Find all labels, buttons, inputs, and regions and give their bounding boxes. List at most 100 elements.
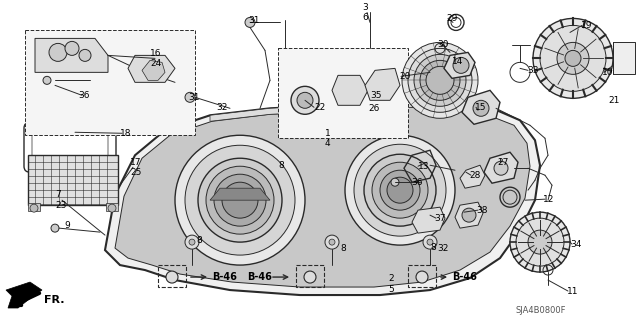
Text: 31: 31 bbox=[188, 93, 200, 102]
Circle shape bbox=[391, 178, 399, 186]
Circle shape bbox=[510, 212, 570, 272]
Circle shape bbox=[297, 92, 313, 108]
Circle shape bbox=[416, 271, 428, 283]
Polygon shape bbox=[128, 56, 175, 82]
Circle shape bbox=[372, 162, 428, 218]
Text: 19: 19 bbox=[581, 21, 593, 30]
Circle shape bbox=[185, 92, 195, 102]
Circle shape bbox=[516, 218, 564, 266]
Circle shape bbox=[222, 182, 258, 218]
Circle shape bbox=[414, 54, 466, 106]
Polygon shape bbox=[35, 38, 108, 72]
Circle shape bbox=[364, 154, 436, 226]
Text: 33: 33 bbox=[527, 66, 538, 75]
Polygon shape bbox=[210, 188, 270, 200]
Circle shape bbox=[189, 239, 195, 245]
Text: B-46: B-46 bbox=[212, 272, 237, 282]
Text: 9: 9 bbox=[64, 221, 70, 230]
Polygon shape bbox=[484, 152, 518, 183]
Circle shape bbox=[291, 86, 319, 114]
Text: 28: 28 bbox=[469, 171, 481, 180]
Circle shape bbox=[565, 50, 581, 66]
Circle shape bbox=[108, 204, 116, 212]
Circle shape bbox=[473, 100, 489, 116]
Bar bbox=[158, 265, 186, 287]
Circle shape bbox=[533, 19, 613, 98]
Bar bbox=[28, 155, 118, 205]
Text: 26: 26 bbox=[368, 104, 380, 113]
Polygon shape bbox=[365, 68, 400, 100]
Circle shape bbox=[380, 170, 420, 210]
Circle shape bbox=[51, 224, 59, 232]
Circle shape bbox=[540, 26, 606, 91]
Polygon shape bbox=[460, 165, 485, 188]
Text: 36: 36 bbox=[411, 178, 422, 187]
Circle shape bbox=[408, 48, 472, 112]
Bar bbox=[278, 48, 408, 138]
Circle shape bbox=[175, 135, 305, 265]
Circle shape bbox=[494, 161, 508, 175]
Text: 3
6: 3 6 bbox=[362, 3, 368, 22]
Bar bbox=[296, 265, 324, 287]
Text: 35: 35 bbox=[370, 91, 381, 100]
Circle shape bbox=[325, 235, 339, 249]
Circle shape bbox=[420, 60, 460, 100]
Text: 2
5: 2 5 bbox=[388, 274, 394, 294]
Polygon shape bbox=[115, 107, 530, 287]
Circle shape bbox=[214, 174, 266, 226]
Circle shape bbox=[166, 271, 178, 283]
Text: 22: 22 bbox=[314, 103, 325, 112]
Text: SJA4B0800F: SJA4B0800F bbox=[515, 306, 566, 315]
Text: 17
25: 17 25 bbox=[130, 158, 141, 177]
Polygon shape bbox=[105, 100, 540, 295]
Bar bbox=[613, 42, 635, 74]
Circle shape bbox=[557, 42, 589, 74]
Text: 10: 10 bbox=[602, 68, 614, 77]
Bar bbox=[408, 265, 436, 287]
Circle shape bbox=[427, 239, 433, 245]
Circle shape bbox=[79, 49, 91, 61]
Polygon shape bbox=[412, 207, 445, 233]
Text: 7
23: 7 23 bbox=[55, 190, 67, 210]
Circle shape bbox=[198, 158, 282, 242]
Circle shape bbox=[462, 208, 476, 222]
Text: B-46: B-46 bbox=[452, 272, 477, 282]
Polygon shape bbox=[455, 202, 483, 228]
Text: 8: 8 bbox=[340, 244, 346, 253]
Circle shape bbox=[304, 271, 316, 283]
Text: 16
24: 16 24 bbox=[150, 49, 161, 68]
Bar bbox=[28, 203, 40, 211]
Text: 27: 27 bbox=[497, 158, 508, 167]
Circle shape bbox=[528, 230, 552, 254]
Text: 15: 15 bbox=[475, 103, 486, 112]
Polygon shape bbox=[6, 282, 42, 308]
Polygon shape bbox=[462, 90, 500, 124]
Circle shape bbox=[30, 204, 38, 212]
Polygon shape bbox=[444, 52, 475, 78]
Bar bbox=[106, 203, 118, 211]
Text: 32: 32 bbox=[437, 244, 449, 253]
Circle shape bbox=[49, 43, 67, 61]
Text: 18: 18 bbox=[120, 129, 131, 138]
Text: 38: 38 bbox=[476, 206, 488, 215]
Circle shape bbox=[329, 239, 335, 245]
Text: 11: 11 bbox=[567, 286, 579, 295]
Text: 8: 8 bbox=[430, 243, 436, 252]
Text: 37: 37 bbox=[434, 214, 445, 223]
Circle shape bbox=[65, 41, 79, 56]
Text: 31: 31 bbox=[248, 16, 259, 25]
Text: 32: 32 bbox=[216, 103, 227, 112]
Text: B-46: B-46 bbox=[247, 272, 272, 282]
Polygon shape bbox=[332, 75, 368, 105]
Text: 12: 12 bbox=[543, 195, 554, 204]
Text: FR.: FR. bbox=[44, 295, 65, 305]
Bar bbox=[25, 30, 195, 135]
Text: 36: 36 bbox=[78, 91, 90, 100]
Text: 13: 13 bbox=[418, 162, 429, 171]
Circle shape bbox=[423, 235, 437, 249]
Text: 20: 20 bbox=[399, 72, 410, 81]
Text: 14: 14 bbox=[452, 57, 463, 66]
Circle shape bbox=[43, 76, 51, 84]
Text: 29: 29 bbox=[446, 14, 458, 23]
Text: 1
4: 1 4 bbox=[325, 129, 331, 148]
